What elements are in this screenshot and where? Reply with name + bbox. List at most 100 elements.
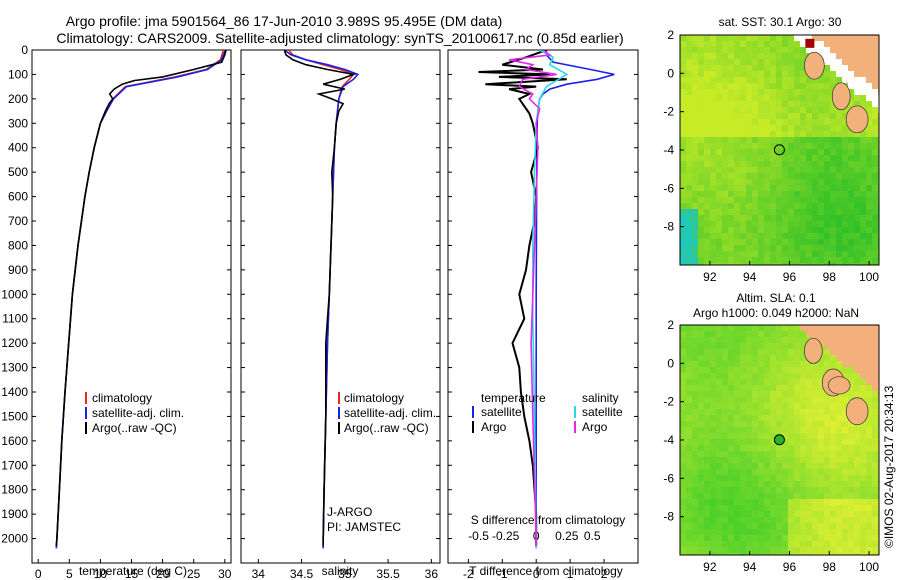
map-cell [728,101,735,108]
map-cell [776,487,783,494]
map-cell [824,239,831,246]
map-cell [722,433,729,440]
map-cell [680,433,687,440]
map-cell [752,35,759,42]
map-cell [722,343,729,350]
map-cell [842,149,849,156]
map-cell [860,221,867,228]
map-cell [782,445,789,452]
map-cell [758,481,765,488]
map-cell [800,415,807,422]
map-cell [776,403,783,410]
map-cell [746,445,753,452]
map-cell [812,209,819,216]
map-cell [710,403,717,410]
map-cell [734,469,741,476]
map-cell [728,469,735,476]
map-cell [710,553,717,555]
figure-title-line2: Climatology: CARS2009. Satellite-adjuste… [56,30,623,46]
map-cell [782,203,789,210]
map-cell [764,263,771,265]
map-cell [776,391,783,398]
map-cell [842,331,849,338]
map-cell [740,541,747,548]
x-tick-label: 1 [567,567,574,580]
map-cell [752,95,759,102]
map-cell [764,403,771,410]
map-cell [740,445,747,452]
map-cell [866,331,873,338]
map-cell [770,493,777,500]
map-cell [794,337,801,344]
map-cell [704,89,711,96]
map-cell [686,331,693,338]
map-cell [722,233,729,240]
map-cell [734,233,741,240]
map-cell [716,457,723,464]
map-cell [818,337,825,344]
map-cell [776,427,783,434]
map-cell [686,385,693,392]
map-cell [710,101,717,108]
map-cell [818,197,825,204]
map-cell [830,439,837,446]
map-cell [782,197,789,204]
map-cell [698,415,705,422]
map-cell [788,257,795,264]
map-cell [860,427,867,434]
map-cell [752,331,759,338]
map-cell [776,59,783,66]
map-cell [740,397,747,404]
map-cell [752,367,759,374]
map-cell [764,535,771,542]
map-cell [782,155,789,162]
t-difference-axis-label: T difference from climatology [469,564,623,578]
map-cell [698,361,705,368]
map-cell [830,143,837,150]
map-cell [746,233,753,240]
map-cell [710,77,717,84]
map-cell [710,245,717,252]
map-cell [692,325,699,332]
map-cell [692,71,699,78]
map-cell [758,415,765,422]
map-cell [758,89,765,96]
map-cell [704,101,711,108]
map-cell [722,119,729,126]
map-cell [752,385,759,392]
map-cell [758,137,765,144]
map-cell [788,125,795,132]
map-cell [770,553,777,555]
map-cell [740,511,747,518]
map-cell [770,263,777,265]
map-cell [788,191,795,198]
map-cell [824,197,831,204]
map-cell [710,203,717,210]
map-cell [704,233,711,240]
map-cell [800,373,807,380]
map-cell [776,379,783,386]
map-cell [680,349,687,356]
map-cell [734,457,741,464]
map-cell [806,233,813,240]
map-cell [734,421,741,428]
map-cell [794,367,801,374]
map-cell [686,415,693,422]
map-cell [776,469,783,476]
map-cell [776,173,783,180]
map-cell [716,65,723,72]
map-cell [824,203,831,210]
map-cell [836,245,843,252]
map-cell [788,137,795,144]
map-cell [704,517,711,524]
map-cell [806,173,813,180]
map-cell [800,239,807,246]
map-cell [746,59,753,66]
map-cell [860,209,867,216]
map-cell [860,457,867,464]
map-cell [704,263,711,265]
map-cell [746,349,753,356]
map-cell [788,227,795,234]
map-cell [764,397,771,404]
map-cell [872,511,879,518]
